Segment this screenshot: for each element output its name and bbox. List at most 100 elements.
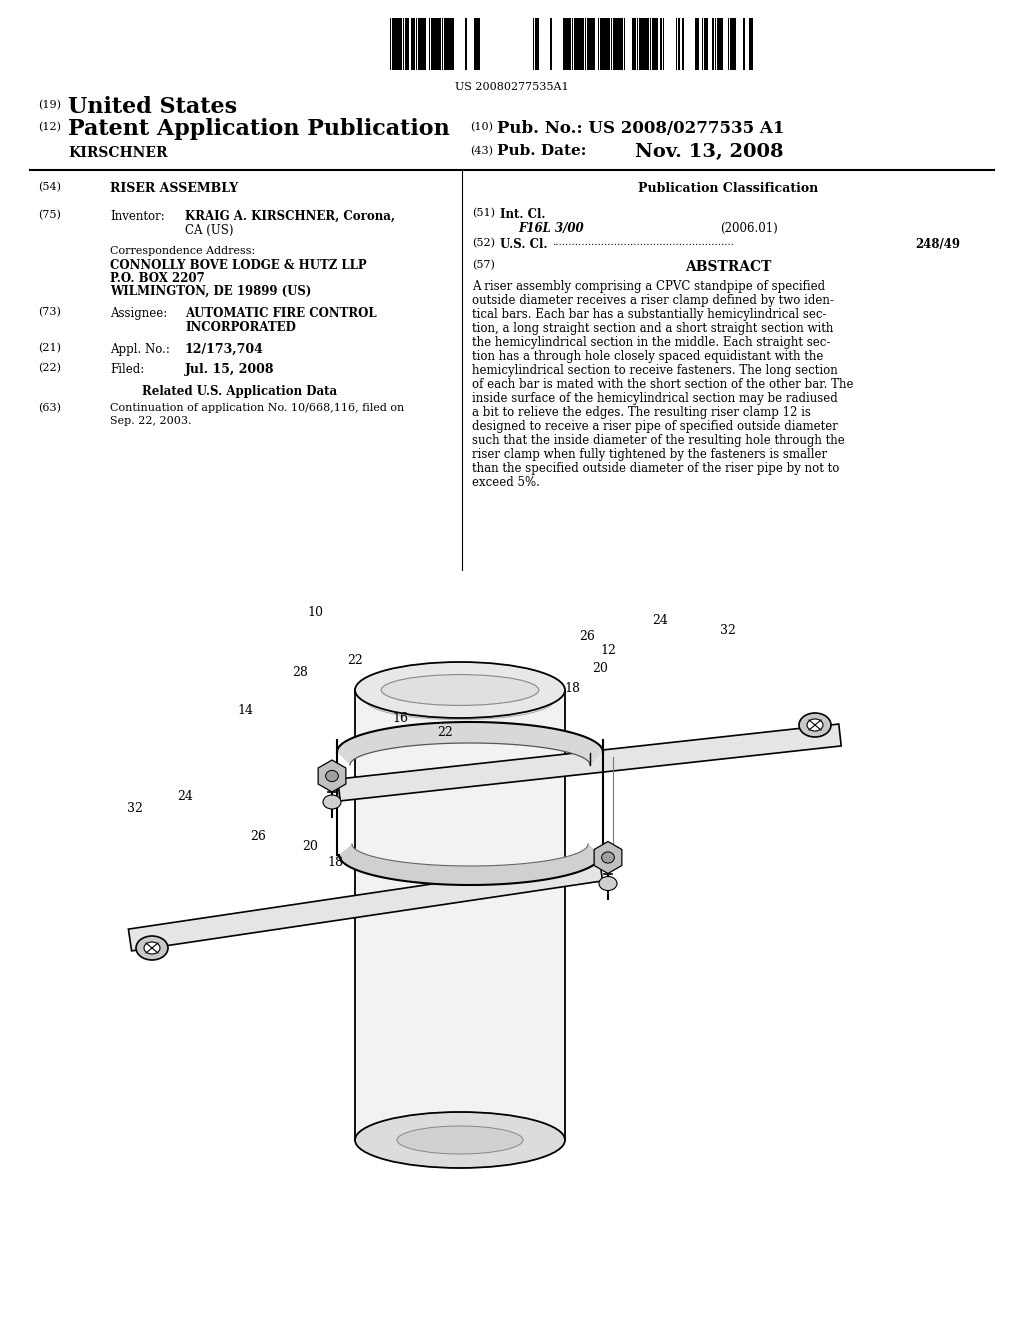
Bar xyxy=(571,18,573,70)
Text: than the specified outside diameter of the riser pipe by not to: than the specified outside diameter of t… xyxy=(472,462,840,475)
Ellipse shape xyxy=(136,936,168,960)
Bar xyxy=(389,18,391,70)
Bar xyxy=(654,18,655,70)
Ellipse shape xyxy=(326,771,338,781)
Text: US 20080277535A1: US 20080277535A1 xyxy=(456,82,568,92)
Text: (19): (19) xyxy=(38,100,61,111)
Bar xyxy=(641,18,643,70)
Bar xyxy=(730,18,731,70)
Bar xyxy=(612,18,614,70)
Bar xyxy=(407,18,409,70)
Bar xyxy=(563,18,565,70)
Bar xyxy=(400,18,402,70)
Bar xyxy=(449,18,450,70)
Bar xyxy=(703,18,706,70)
Text: P.O. BOX 2207: P.O. BOX 2207 xyxy=(110,272,205,285)
Text: tion has a through hole closely spaced equidistant with the: tion has a through hole closely spaced e… xyxy=(472,350,823,363)
Text: ........................................................: ........................................… xyxy=(552,238,734,247)
Bar xyxy=(550,18,552,70)
Bar xyxy=(706,18,708,70)
Ellipse shape xyxy=(799,713,831,737)
Text: 24: 24 xyxy=(177,789,193,803)
Ellipse shape xyxy=(602,851,614,863)
Bar xyxy=(412,18,413,70)
Bar xyxy=(583,18,585,70)
Text: (63): (63) xyxy=(38,403,61,413)
Bar xyxy=(663,18,665,70)
Text: ABSTRACT: ABSTRACT xyxy=(685,260,771,275)
Bar xyxy=(424,18,426,70)
Polygon shape xyxy=(128,859,602,950)
Text: 20: 20 xyxy=(302,840,317,853)
Text: WILMINGTON, DE 19899 (US): WILMINGTON, DE 19899 (US) xyxy=(110,285,311,298)
Text: a bit to relieve the edges. The resulting riser clamp 12 is: a bit to relieve the edges. The resultin… xyxy=(472,407,811,418)
Bar xyxy=(422,18,424,70)
Text: (21): (21) xyxy=(38,343,61,354)
Bar xyxy=(474,18,476,70)
Text: designed to receive a riser pipe of specified outside diameter: designed to receive a riser pipe of spec… xyxy=(472,420,838,433)
Bar xyxy=(394,18,396,70)
Ellipse shape xyxy=(144,942,160,954)
Text: Correspondence Address:: Correspondence Address: xyxy=(110,246,255,256)
Polygon shape xyxy=(594,842,622,874)
Bar xyxy=(433,18,435,70)
Bar xyxy=(719,18,721,70)
Text: RISER ASSEMBLY: RISER ASSEMBLY xyxy=(110,182,239,195)
Text: (75): (75) xyxy=(38,210,60,220)
Bar xyxy=(608,18,610,70)
Bar xyxy=(465,18,467,70)
Bar xyxy=(682,18,684,70)
Ellipse shape xyxy=(599,876,617,891)
Bar xyxy=(565,18,567,70)
Bar xyxy=(637,18,638,70)
Text: U.S. Cl.: U.S. Cl. xyxy=(500,238,548,251)
Bar xyxy=(734,18,736,70)
Ellipse shape xyxy=(355,1111,565,1168)
Bar xyxy=(649,18,651,70)
Text: 28: 28 xyxy=(292,665,308,678)
Bar xyxy=(752,18,754,70)
Ellipse shape xyxy=(381,675,539,705)
Bar xyxy=(435,18,437,70)
Text: Sep. 22, 2003.: Sep. 22, 2003. xyxy=(110,416,191,426)
Bar xyxy=(567,18,569,70)
Bar xyxy=(656,18,658,70)
Bar xyxy=(581,18,582,70)
Bar xyxy=(441,18,443,70)
Text: Related U.S. Application Data: Related U.S. Application Data xyxy=(142,385,338,399)
Bar xyxy=(591,18,593,70)
Bar xyxy=(742,18,744,70)
Bar xyxy=(439,18,441,70)
Bar xyxy=(478,18,480,70)
Ellipse shape xyxy=(397,1126,523,1154)
Ellipse shape xyxy=(323,795,341,809)
Bar xyxy=(624,18,626,70)
Bar xyxy=(535,18,537,70)
Text: 32: 32 xyxy=(127,801,143,814)
Text: CA (US): CA (US) xyxy=(185,224,233,238)
Text: 22: 22 xyxy=(437,726,453,738)
Bar xyxy=(402,18,404,70)
Text: tion, a long straight section and a short straight section with: tion, a long straight section and a shor… xyxy=(472,322,834,335)
Bar xyxy=(695,18,697,70)
Bar xyxy=(721,18,723,70)
Bar xyxy=(602,18,604,70)
Bar xyxy=(597,18,599,70)
Text: 26: 26 xyxy=(579,630,595,643)
Bar xyxy=(617,18,618,70)
Text: 26: 26 xyxy=(250,829,266,842)
Text: (54): (54) xyxy=(38,182,61,193)
Bar xyxy=(416,18,418,70)
Polygon shape xyxy=(339,843,601,884)
Text: exceed 5%.: exceed 5%. xyxy=(472,477,540,488)
Bar xyxy=(622,18,624,70)
Text: outside diameter receives a riser clamp defined by two iden-: outside diameter receives a riser clamp … xyxy=(472,294,834,308)
Bar xyxy=(355,690,565,1140)
Text: (73): (73) xyxy=(38,308,60,317)
Bar xyxy=(610,18,612,70)
Bar xyxy=(431,18,432,70)
Text: United States: United States xyxy=(68,96,238,117)
Text: Jul. 15, 2008: Jul. 15, 2008 xyxy=(185,363,274,376)
Text: tical bars. Each bar has a substantially hemicylindrical sec-: tical bars. Each bar has a substantially… xyxy=(472,308,826,321)
Text: Publication Classification: Publication Classification xyxy=(638,182,818,195)
